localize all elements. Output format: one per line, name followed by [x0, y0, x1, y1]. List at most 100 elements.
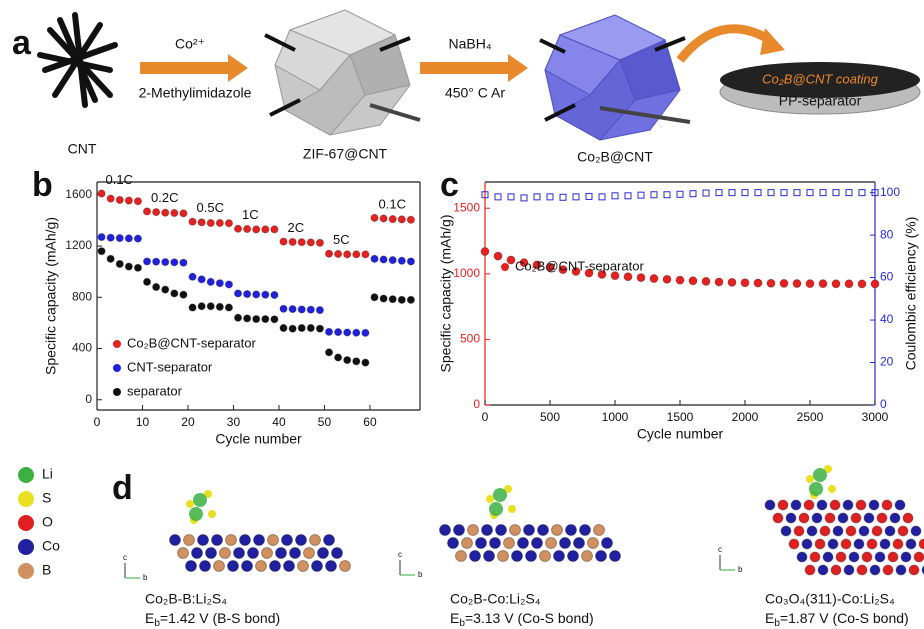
atom — [191, 547, 203, 559]
marker — [858, 189, 866, 197]
marker — [352, 328, 361, 337]
legend-swatch — [113, 340, 121, 348]
marker — [215, 279, 224, 288]
atom — [208, 510, 216, 518]
marker — [197, 275, 206, 284]
marker — [288, 324, 297, 333]
element-ball — [18, 563, 34, 579]
marker — [779, 278, 789, 288]
step-label: 2-Methylimidazole — [139, 85, 252, 101]
marker — [831, 279, 841, 289]
marker — [152, 208, 161, 217]
marker — [133, 263, 143, 272]
cnt-bundle — [37, 12, 118, 108]
atom — [780, 525, 792, 537]
marker — [343, 328, 352, 337]
energy-subscript: b — [154, 618, 160, 629]
atom — [489, 537, 501, 549]
atom — [283, 560, 295, 572]
marker — [702, 189, 710, 197]
marker — [533, 193, 541, 201]
marker — [388, 256, 397, 265]
marker — [388, 215, 397, 224]
marker — [370, 293, 379, 302]
atom — [801, 538, 813, 550]
marker — [288, 304, 297, 314]
marker — [481, 191, 489, 199]
legend-swatch — [113, 388, 121, 396]
arrow-head — [760, 28, 785, 55]
atom — [309, 534, 321, 546]
atom — [303, 547, 315, 559]
marker — [233, 289, 243, 298]
atom — [495, 524, 507, 536]
marker — [649, 274, 659, 284]
marker — [754, 189, 762, 197]
x-tick-label: 2500 — [797, 410, 824, 424]
energy-symbol: E — [765, 610, 774, 626]
y-tick-label: 400 — [72, 341, 92, 355]
marker — [507, 193, 515, 201]
atom — [777, 499, 789, 511]
atom — [497, 550, 509, 562]
marker — [270, 290, 279, 300]
atom — [895, 564, 907, 576]
x-tick-label: 500 — [540, 410, 560, 424]
atom — [185, 560, 197, 572]
marker — [179, 209, 188, 218]
marker — [715, 189, 723, 197]
marker — [206, 218, 215, 228]
atom — [824, 465, 832, 473]
atom — [241, 560, 253, 572]
atom — [469, 550, 481, 562]
atom — [559, 537, 571, 549]
marker — [252, 225, 261, 234]
marker — [334, 249, 343, 259]
atom — [525, 550, 537, 562]
marker — [701, 276, 711, 286]
marker — [161, 257, 170, 267]
rate-label: 5C — [333, 232, 350, 247]
atom — [193, 493, 207, 507]
marker — [261, 314, 270, 324]
marker — [343, 355, 352, 365]
marker — [370, 254, 379, 263]
atom — [311, 560, 323, 572]
atom — [813, 468, 827, 482]
marker — [728, 189, 736, 197]
atom — [504, 485, 512, 493]
marker — [676, 190, 684, 198]
atom — [837, 512, 849, 524]
binding-energy: Eb=3.13 V (Co-S bond) — [450, 610, 594, 629]
element-label: B — [42, 562, 51, 578]
arrow — [420, 54, 528, 82]
marker — [206, 277, 215, 287]
atom — [186, 500, 194, 508]
y2-tick-label: 40 — [880, 312, 894, 326]
marker — [611, 192, 619, 200]
marker — [519, 258, 529, 268]
rate-label: 1C — [242, 207, 259, 222]
marker — [133, 197, 143, 206]
atom — [253, 534, 265, 546]
atom — [811, 512, 823, 524]
marker — [624, 192, 632, 200]
marker — [270, 225, 279, 234]
y2-tick-label: 20 — [880, 355, 894, 369]
atom — [509, 524, 521, 536]
atom — [806, 475, 814, 483]
marker — [297, 323, 306, 333]
marker — [597, 269, 607, 279]
atom — [281, 534, 293, 546]
x-axis-label: Cycle number — [215, 431, 302, 447]
marker — [270, 315, 279, 324]
atom — [843, 564, 855, 576]
atom — [219, 547, 231, 559]
atom — [764, 499, 776, 511]
marker — [727, 277, 737, 287]
atom — [871, 525, 883, 537]
structure-name: Co₂B-B:Li₂S₄ — [145, 591, 227, 607]
atom — [595, 550, 607, 562]
marker — [106, 194, 115, 203]
